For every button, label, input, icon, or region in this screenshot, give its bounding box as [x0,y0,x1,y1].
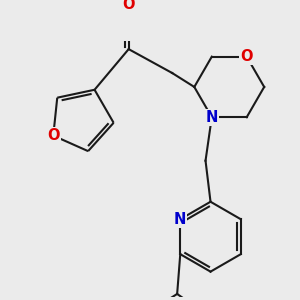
Text: O: O [122,0,135,11]
Text: O: O [241,49,253,64]
Text: O: O [47,128,59,143]
Text: N: N [174,212,187,227]
Text: N: N [206,110,218,125]
